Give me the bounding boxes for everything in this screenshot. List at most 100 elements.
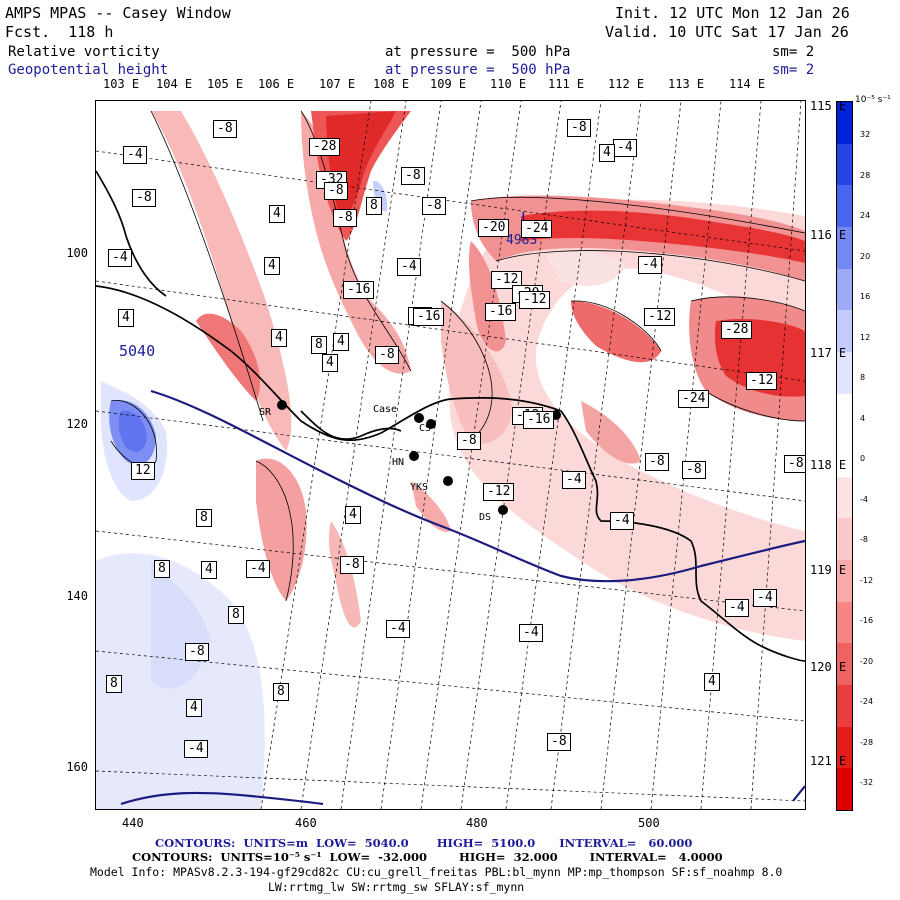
contour-value-label: -8 bbox=[645, 453, 669, 471]
contour-value-label: 4 bbox=[264, 257, 280, 275]
grid-line bbox=[700, 101, 762, 809]
grid-line bbox=[96, 770, 805, 802]
colorbar-segment bbox=[837, 185, 852, 228]
contour-value-label: -4 bbox=[184, 740, 208, 758]
height-contour bbox=[120, 389, 805, 806]
model-physics-info: LW:rrtmg_lw SW:rrtmg_sw SFLAY:sf_mynn bbox=[268, 880, 525, 894]
contour-value-label: -4 bbox=[386, 620, 410, 638]
contour-value-label: -4 bbox=[613, 139, 637, 157]
contour-value-label: -8 bbox=[784, 455, 805, 473]
grid-line bbox=[96, 280, 805, 382]
colorbar-segment bbox=[837, 643, 852, 686]
lon-label: 103 E bbox=[103, 77, 140, 91]
colorbar-segment bbox=[837, 310, 852, 353]
contour-value-label: -16 bbox=[413, 308, 445, 326]
grid-line bbox=[650, 101, 722, 809]
grid-line bbox=[550, 101, 642, 809]
model-title: AMPS MPAS -- Casey Window bbox=[5, 4, 231, 22]
colorbar-tick-label: 0 bbox=[860, 454, 866, 463]
contour-value-label: -8 bbox=[547, 733, 571, 751]
grid-line bbox=[340, 101, 442, 809]
contour-value-label: -8 bbox=[185, 643, 209, 661]
colorbar-tick-label: 8 bbox=[860, 373, 866, 382]
contour-value-label: -4 bbox=[610, 512, 634, 530]
grid-line bbox=[460, 101, 562, 809]
contour-value-label: 4 bbox=[704, 673, 720, 691]
contour-value-label: -8 bbox=[567, 119, 591, 137]
station-label: SR bbox=[259, 407, 272, 418]
contour-value-label: -8 bbox=[333, 209, 357, 227]
station-label: YKS bbox=[410, 482, 429, 493]
contour-value-label: -8 bbox=[401, 167, 425, 185]
grid-line bbox=[96, 410, 805, 502]
contour-value-label: -8 bbox=[340, 556, 364, 574]
lon-label: 111 E bbox=[548, 77, 585, 91]
contour-value-label: -4 bbox=[123, 146, 147, 164]
colorbar-segment bbox=[837, 226, 852, 270]
contour-value-label: 8 bbox=[154, 560, 170, 578]
contour-value-label: -12 bbox=[491, 271, 523, 289]
contour-value-label: -4 bbox=[519, 624, 543, 642]
contour-value-label: -16 bbox=[485, 303, 517, 321]
lat-label: 119 E bbox=[810, 563, 847, 577]
contour-value-label: -8 bbox=[457, 432, 481, 450]
colorbar-tick-label: 12 bbox=[860, 332, 871, 342]
height-contour-label: 5040 bbox=[119, 342, 156, 360]
contour-value-label: -4 bbox=[562, 471, 586, 489]
colorbar-segment bbox=[837, 102, 852, 145]
colorbar-segment bbox=[837, 726, 852, 769]
lon-label: 109 E bbox=[430, 77, 467, 91]
contour-value-label: -24 bbox=[521, 220, 553, 238]
colorbar-tick-label: -32 bbox=[860, 778, 874, 787]
contour-value-label: -4 bbox=[397, 258, 421, 276]
x-tick-label: 480 bbox=[466, 816, 488, 830]
contour-value-label: -28 bbox=[309, 138, 341, 156]
contour-value-label: 8 bbox=[228, 606, 244, 624]
contour-value-label: 4 bbox=[322, 354, 338, 372]
contour-value-label: -4 bbox=[725, 599, 749, 617]
contour-value-label: -4 bbox=[108, 249, 132, 267]
station-label: HN bbox=[392, 457, 405, 468]
lon-label: 114 E bbox=[729, 77, 766, 91]
contour-value-label: -12 bbox=[644, 308, 676, 326]
contour-value-label: 4 bbox=[269, 205, 285, 223]
contour-value-label: 4 bbox=[345, 506, 361, 524]
contour-value-label: -8 bbox=[682, 461, 706, 479]
forecast-hour: Fcst. 118 h bbox=[5, 23, 114, 41]
grid-line bbox=[300, 101, 407, 809]
field1-name: Relative vorticity bbox=[8, 44, 160, 60]
colorbar-segment bbox=[837, 560, 852, 603]
colorbar-tick-label: -20 bbox=[860, 656, 874, 666]
contour-value-label: 8 bbox=[196, 509, 212, 527]
colorbar-segment bbox=[837, 351, 852, 395]
grid-line bbox=[380, 101, 482, 809]
init-time: Init. 12 UTC Mon 12 Jan 26 bbox=[615, 4, 850, 22]
contour-value-label: 8 bbox=[273, 683, 289, 701]
colorbar-tick-label: 24 bbox=[860, 211, 871, 220]
contour-value-label: 8 bbox=[106, 675, 122, 693]
map-panel: SR Case CS HN YKS DS LD 5040 L 4983 -8-4… bbox=[95, 100, 806, 810]
station-label: DS bbox=[479, 512, 492, 523]
x-tick-label: 460 bbox=[295, 816, 317, 830]
colorbar-segment bbox=[837, 768, 852, 811]
colorbar-segment bbox=[837, 268, 852, 311]
colorbar-tick-label: -16 bbox=[860, 616, 874, 625]
contour-value-label: 4 bbox=[271, 329, 287, 347]
grid-line bbox=[96, 150, 805, 252]
station-label: Case bbox=[373, 404, 398, 415]
colorbar-tick-label: 32 bbox=[860, 130, 871, 139]
station-label: CS bbox=[419, 423, 432, 434]
grid-line bbox=[96, 530, 805, 612]
colorbar bbox=[836, 101, 853, 811]
contour-value-label: -4 bbox=[638, 256, 662, 274]
contour-value-label: 8 bbox=[366, 197, 382, 215]
colorbar-segment bbox=[837, 601, 852, 644]
lon-label: 112 E bbox=[608, 77, 645, 91]
contour-value-label: -4 bbox=[246, 560, 270, 578]
contour-value-label: 4 bbox=[201, 561, 217, 579]
contour-value-label: 8 bbox=[311, 336, 327, 354]
colorbar-segment bbox=[837, 685, 852, 728]
y-tick-label: 120 bbox=[66, 417, 88, 431]
vorticity-fill bbox=[96, 111, 805, 809]
colorbar-segment bbox=[837, 476, 852, 519]
